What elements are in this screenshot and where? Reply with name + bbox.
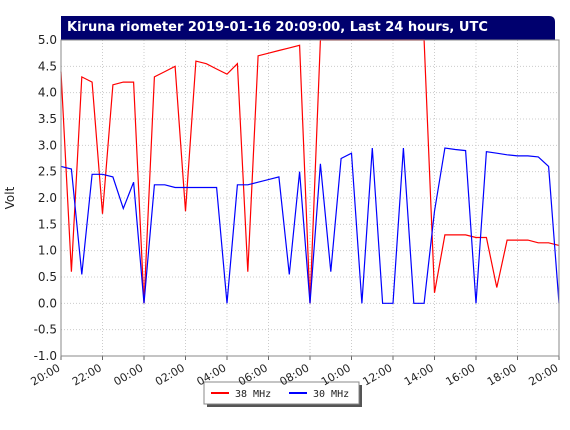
y-tick-label: 1.5 (38, 217, 57, 231)
title-bar (61, 16, 555, 40)
x-tick-label: 12:00 (361, 361, 395, 388)
y-axis-label: Volt (3, 186, 17, 209)
y-tick-label: 5.0 (38, 33, 57, 47)
series-line (60, 147, 560, 304)
legend-label: 38 MHz (235, 389, 271, 400)
y-tick-label: 2.5 (38, 165, 57, 179)
x-tick-label: 20:00 (29, 361, 63, 388)
x-tick-label: 14:00 (402, 361, 436, 388)
y-tick-label: 0.0 (38, 296, 57, 310)
y-tick-label: 4.5 (38, 59, 57, 73)
y-tick-label: 4.0 (38, 86, 57, 100)
y-tick-label: -1.0 (34, 349, 57, 363)
x-tick-label: 18:00 (485, 361, 519, 388)
y-tick-label: 3.0 (38, 138, 57, 152)
x-tick-label: 22:00 (70, 361, 104, 388)
plot-frame (60, 39, 560, 357)
x-tick-label: 00:00 (112, 361, 146, 388)
y-tick-label: 1.0 (38, 244, 57, 258)
x-tick-label: 02:00 (153, 361, 187, 388)
x-tick-label: 20:00 (527, 361, 561, 388)
y-tick-label: -0.5 (34, 323, 57, 337)
legend: 38 MHz 30 MHz (203, 381, 362, 407)
chart-title: Kiruna riometer 2019-01-16 20:09:00, Las… (67, 20, 488, 35)
y-tick-label: 2.0 (38, 191, 57, 205)
legend-box (203, 381, 360, 405)
y-tick-label: 0.5 (38, 270, 57, 284)
x-tick-label: 16:00 (444, 361, 478, 388)
y-tick-label: 3.5 (38, 112, 57, 126)
legend-label: 30 MHz (313, 389, 349, 400)
